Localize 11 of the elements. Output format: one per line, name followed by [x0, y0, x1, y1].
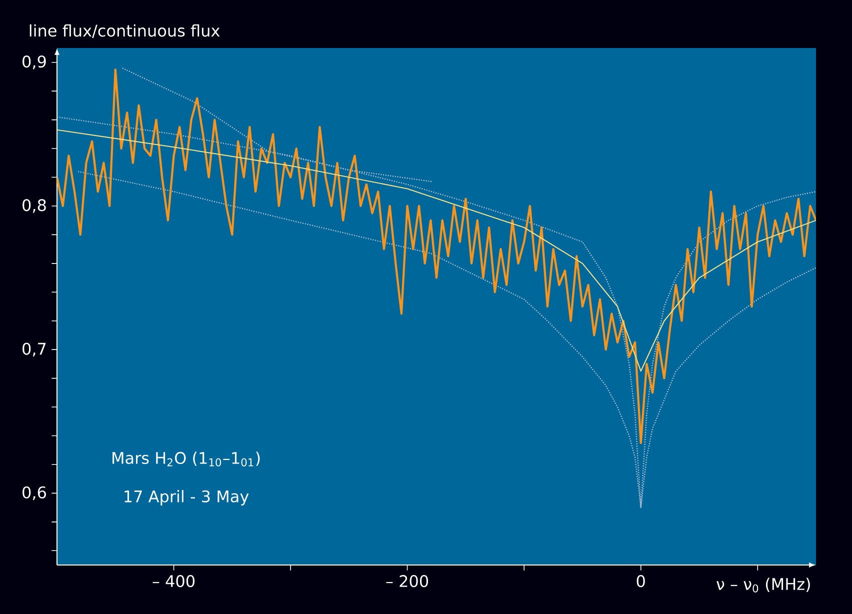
annotation: Mars H$_{2}$O (1$_{10}$–1$_{01}$) — [112, 452, 260, 466]
y-tick-label: 0,8 — [22, 199, 46, 213]
annotation: 17 April - 3 May — [124, 490, 249, 506]
x-axis-title: ν – ν$_{0}$ (MHz) — [716, 578, 810, 592]
y-tick-label: 0,9 — [22, 55, 46, 70]
x-tick-label: – 400 — [152, 575, 194, 588]
x-tick-label: – 200 — [386, 575, 428, 588]
y-tick-label: 0,7 — [22, 342, 46, 356]
y-tick-label: 0,6 — [22, 486, 46, 500]
x-tick-label: 0 — [636, 575, 645, 588]
y-axis-title: line flux/continuous flux — [30, 24, 220, 38]
